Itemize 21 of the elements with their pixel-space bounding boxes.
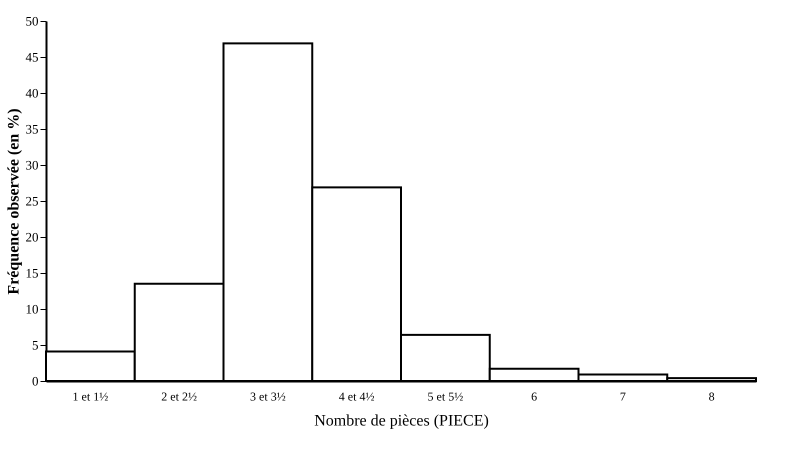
y-tick-label: 0 bbox=[32, 374, 38, 388]
x-tick-label: 7 bbox=[620, 390, 626, 404]
x-tick-label: 2 et 2½ bbox=[161, 390, 197, 404]
y-tick-label: 15 bbox=[26, 266, 38, 280]
y-tick-label: 30 bbox=[26, 158, 38, 172]
x-tick-label: 3 et 3½ bbox=[250, 390, 286, 404]
y-tick-label: 5 bbox=[32, 338, 38, 352]
y-tick-label: 40 bbox=[26, 86, 38, 100]
x-tick-label: 5 et 5½ bbox=[428, 390, 464, 404]
y-axis-title: Fréquence observée (en %) bbox=[6, 108, 22, 295]
x-tick-label: 1 et 1½ bbox=[72, 390, 108, 404]
y-tick-label: 10 bbox=[26, 302, 38, 316]
y-tick-label: 45 bbox=[26, 50, 38, 64]
x-tick-label: 4 et 4½ bbox=[338, 390, 374, 404]
y-tick-label: 20 bbox=[26, 230, 38, 244]
x-axis-title: Nombre de pièces (PIECE) bbox=[314, 412, 489, 430]
x-tick-label: 8 bbox=[708, 390, 715, 404]
y-tick-label: 25 bbox=[26, 194, 38, 208]
y-tick-label: 50 bbox=[26, 14, 38, 28]
x-tick-label: 6 bbox=[531, 390, 538, 404]
y-tick-label: 35 bbox=[26, 122, 38, 136]
